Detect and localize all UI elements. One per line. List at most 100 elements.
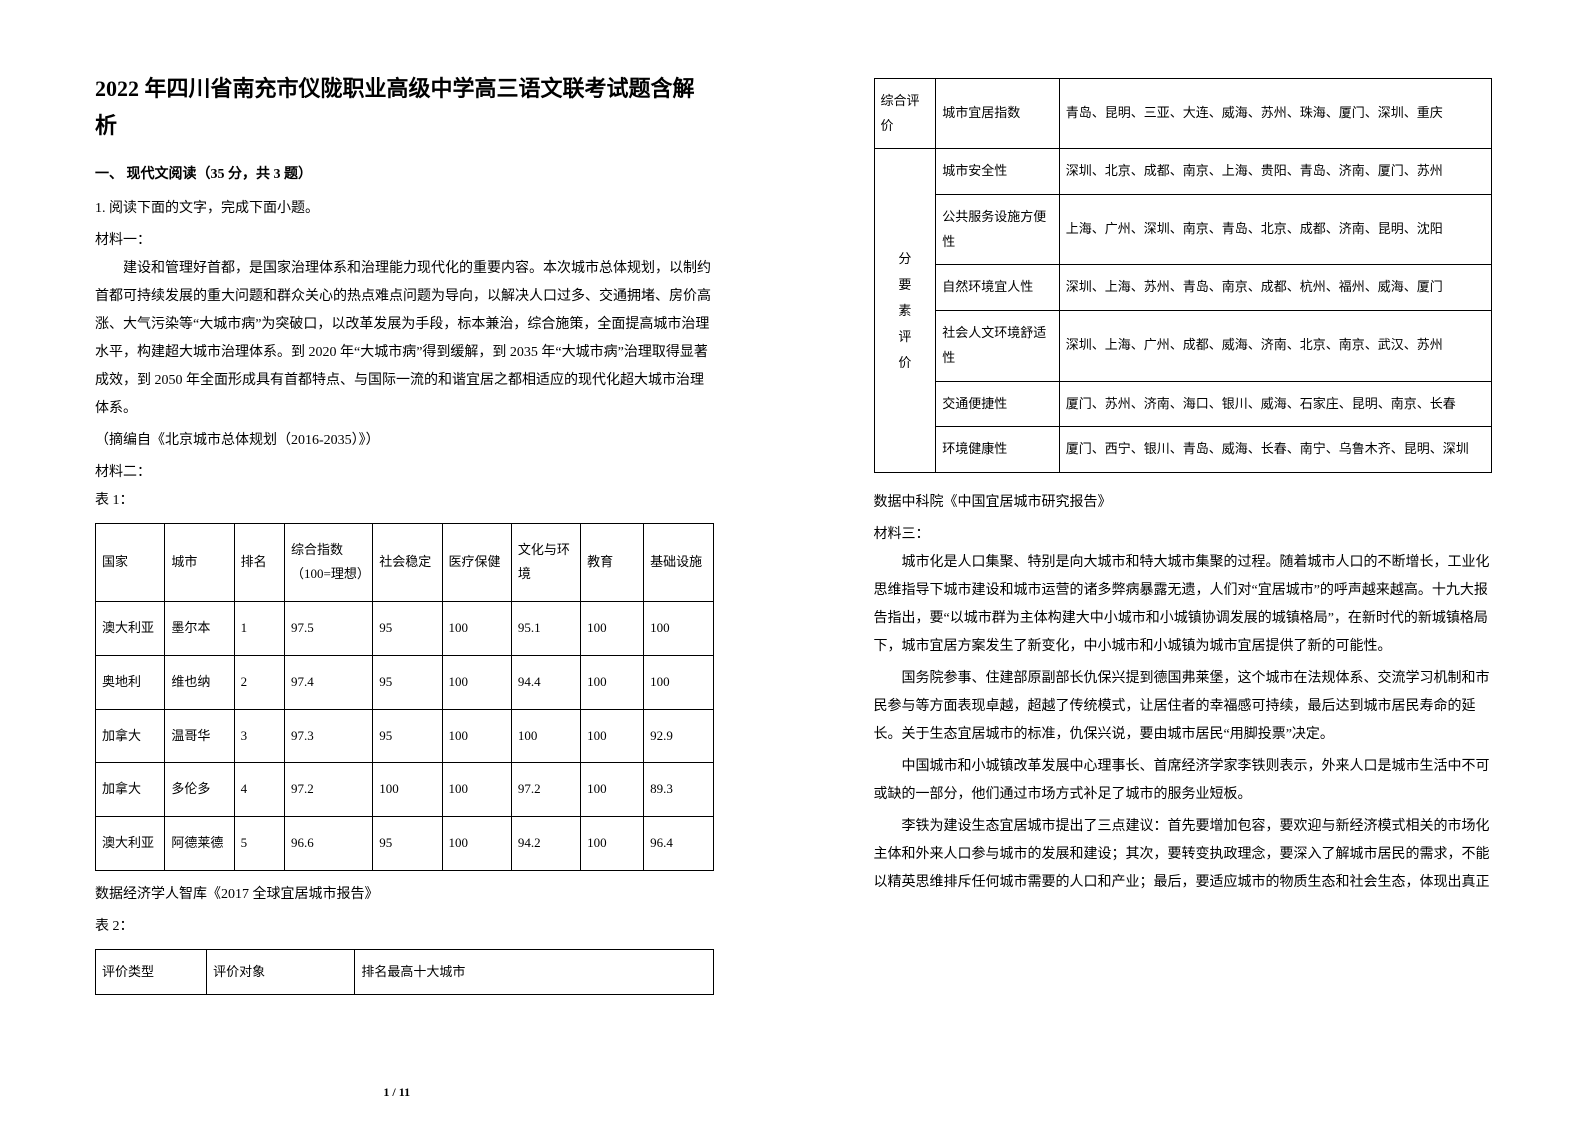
material3-paragraph: 国务院参事、住建部原副部长仇保兴提到德国弗莱堡，这个城市在法规体系、交流学习机制… xyxy=(874,665,1493,749)
td: 4 xyxy=(234,763,284,817)
material-label: 材料二： xyxy=(95,459,714,487)
td: 墨尔本 xyxy=(165,602,234,656)
td: 3 xyxy=(234,709,284,763)
td: 94.2 xyxy=(511,816,580,870)
td: 96.6 xyxy=(285,816,373,870)
td: 评价对象 xyxy=(207,949,355,995)
material1-source: （摘编自《北京城市总体规划（2016-2035）》） xyxy=(95,427,714,455)
td: 温哥华 xyxy=(165,709,234,763)
td: 1 xyxy=(234,602,284,656)
td: 97.5 xyxy=(285,602,373,656)
material3-paragraph: 城市化是人口集聚、特别是向大城市和特大城市集聚的过程。随着城市人口的不断增长，工… xyxy=(874,549,1493,661)
td: 综合评价 xyxy=(874,79,936,149)
table-row: 自然环境宜人性 深圳、上海、苏州、青岛、南京、成都、杭州、福州、威海、厦门 xyxy=(874,265,1492,311)
th: 城市 xyxy=(165,523,234,601)
material3-paragraph: 中国城市和小城镇改革发展中心理事长、首席经济学家李铁则表示，外来人口是城市生活中… xyxy=(874,753,1493,809)
table2-source: 数据中科院《中国宜居城市研究报告》 xyxy=(874,489,1493,517)
td: 97.2 xyxy=(511,763,580,817)
question-stem: 1. 阅读下面的文字，完成下面小题。 xyxy=(95,195,714,223)
td: 厦门、苏州、济南、海口、银川、威海、石家庄、昆明、南京、长春 xyxy=(1059,381,1491,427)
td: 95 xyxy=(373,816,442,870)
td: 97.4 xyxy=(285,655,373,709)
td: 澳大利亚 xyxy=(96,816,165,870)
th: 综合指数（100=理想） xyxy=(285,523,373,601)
table-row: 环境健康性 厦门、西宁、银川、青岛、威海、长春、南宁、乌鲁木齐、昆明、深圳 xyxy=(874,427,1492,473)
td: 深圳、北京、成都、南京、上海、贵阳、青岛、济南、厦门、苏州 xyxy=(1059,149,1491,195)
th: 医疗保健 xyxy=(442,523,511,601)
td: 加拿大 xyxy=(96,709,165,763)
td: 89.3 xyxy=(644,763,713,817)
td: 100 xyxy=(373,763,442,817)
table-row: 分要素评价 城市安全性 深圳、北京、成都、南京、上海、贵阳、青岛、济南、厦门、苏… xyxy=(874,149,1492,195)
th: 排名 xyxy=(234,523,284,601)
td: 公共服务设施方便性 xyxy=(936,195,1060,265)
table-row: 加拿大多伦多497.210010097.210089.3 xyxy=(96,763,714,817)
td: 94.4 xyxy=(511,655,580,709)
td: 环境健康性 xyxy=(936,427,1060,473)
td: 城市宜居指数 xyxy=(936,79,1060,149)
td: 100 xyxy=(581,709,644,763)
td: 城市安全性 xyxy=(936,149,1060,195)
td: 2 xyxy=(234,655,284,709)
table-row: 公共服务设施方便性 上海、广州、深圳、南京、青岛、北京、成都、济南、昆明、沈阳 xyxy=(874,195,1492,265)
th: 教育 xyxy=(581,523,644,601)
td: 100 xyxy=(442,709,511,763)
td: 奥地利 xyxy=(96,655,165,709)
td-group-label: 分要素评价 xyxy=(874,149,936,473)
td: 上海、广州、深圳、南京、青岛、北京、成都、济南、昆明、沈阳 xyxy=(1059,195,1491,265)
td: 100 xyxy=(644,655,713,709)
td: 100 xyxy=(511,709,580,763)
td: 95 xyxy=(373,709,442,763)
td: 100 xyxy=(442,655,511,709)
table-row: 加拿大温哥华397.39510010010092.9 xyxy=(96,709,714,763)
th: 文化与环境 xyxy=(511,523,580,601)
material-label: 材料三： xyxy=(874,521,1493,549)
td: 深圳、上海、苏州、青岛、南京、成都、杭州、福州、威海、厦门 xyxy=(1059,265,1491,311)
td: 96.4 xyxy=(644,816,713,870)
td: 青岛、昆明、三亚、大连、威海、苏州、珠海、厦门、深圳、重庆 xyxy=(1059,79,1491,149)
td: 交通便捷性 xyxy=(936,381,1060,427)
td: 100 xyxy=(581,763,644,817)
td: 95.1 xyxy=(511,602,580,656)
table-1: 国家 城市 排名 综合指数（100=理想） 社会稳定 医疗保健 文化与环境 教育… xyxy=(95,523,714,871)
page-footer: 1 / 11 xyxy=(0,1085,794,1100)
td: 自然环境宜人性 xyxy=(936,265,1060,311)
td: 100 xyxy=(442,602,511,656)
td: 深圳、上海、广州、成都、威海、济南、北京、南京、武汉、苏州 xyxy=(1059,311,1491,381)
table-2-body: 综合评价 城市宜居指数 青岛、昆明、三亚、大连、威海、苏州、珠海、厦门、深圳、重… xyxy=(874,78,1493,473)
table-row: 国家 城市 排名 综合指数（100=理想） 社会稳定 医疗保健 文化与环境 教育… xyxy=(96,523,714,601)
td: 100 xyxy=(581,602,644,656)
th: 社会稳定 xyxy=(373,523,442,601)
table-row: 澳大利亚阿德莱德596.69510094.210096.4 xyxy=(96,816,714,870)
table-row: 评价类型 评价对象 排名最高十大城市 xyxy=(96,949,714,995)
td: 97.3 xyxy=(285,709,373,763)
table-row: 交通便捷性 厦门、苏州、济南、海口、银川、威海、石家庄、昆明、南京、长春 xyxy=(874,381,1492,427)
td: 100 xyxy=(644,602,713,656)
td: 95 xyxy=(373,602,442,656)
td: 100 xyxy=(581,816,644,870)
td: 排名最高十大城市 xyxy=(355,949,713,995)
td: 92.9 xyxy=(644,709,713,763)
section-heading: 一、 现代文阅读（35 分，共 3 题） xyxy=(95,163,714,183)
td: 100 xyxy=(581,655,644,709)
table1-source: 数据经济学人智库《2017 全球宜居城市报告》 xyxy=(95,881,714,909)
td: 5 xyxy=(234,816,284,870)
td: 加拿大 xyxy=(96,763,165,817)
th: 国家 xyxy=(96,523,165,601)
td: 100 xyxy=(442,763,511,817)
td: 多伦多 xyxy=(165,763,234,817)
table-row: 澳大利亚墨尔本197.59510095.1100100 xyxy=(96,602,714,656)
td: 社会人文环境舒适性 xyxy=(936,311,1060,381)
table2-label: 表 2： xyxy=(95,913,714,941)
table-row: 社会人文环境舒适性 深圳、上海、广州、成都、威海、济南、北京、南京、武汉、苏州 xyxy=(874,311,1492,381)
td: 阿德莱德 xyxy=(165,816,234,870)
td: 厦门、西宁、银川、青岛、威海、长春、南宁、乌鲁木齐、昆明、深圳 xyxy=(1059,427,1491,473)
td: 评价类型 xyxy=(96,949,207,995)
td: 97.2 xyxy=(285,763,373,817)
td: 100 xyxy=(442,816,511,870)
material3-paragraph: 李铁为建设生态宜居城市提出了三点建议：首先要增加包容，要欢迎与新经济模式相关的市… xyxy=(874,813,1493,897)
td: 维也纳 xyxy=(165,655,234,709)
table1-label: 表 1： xyxy=(95,487,714,515)
material-label: 材料一： xyxy=(95,227,714,255)
td: 澳大利亚 xyxy=(96,602,165,656)
